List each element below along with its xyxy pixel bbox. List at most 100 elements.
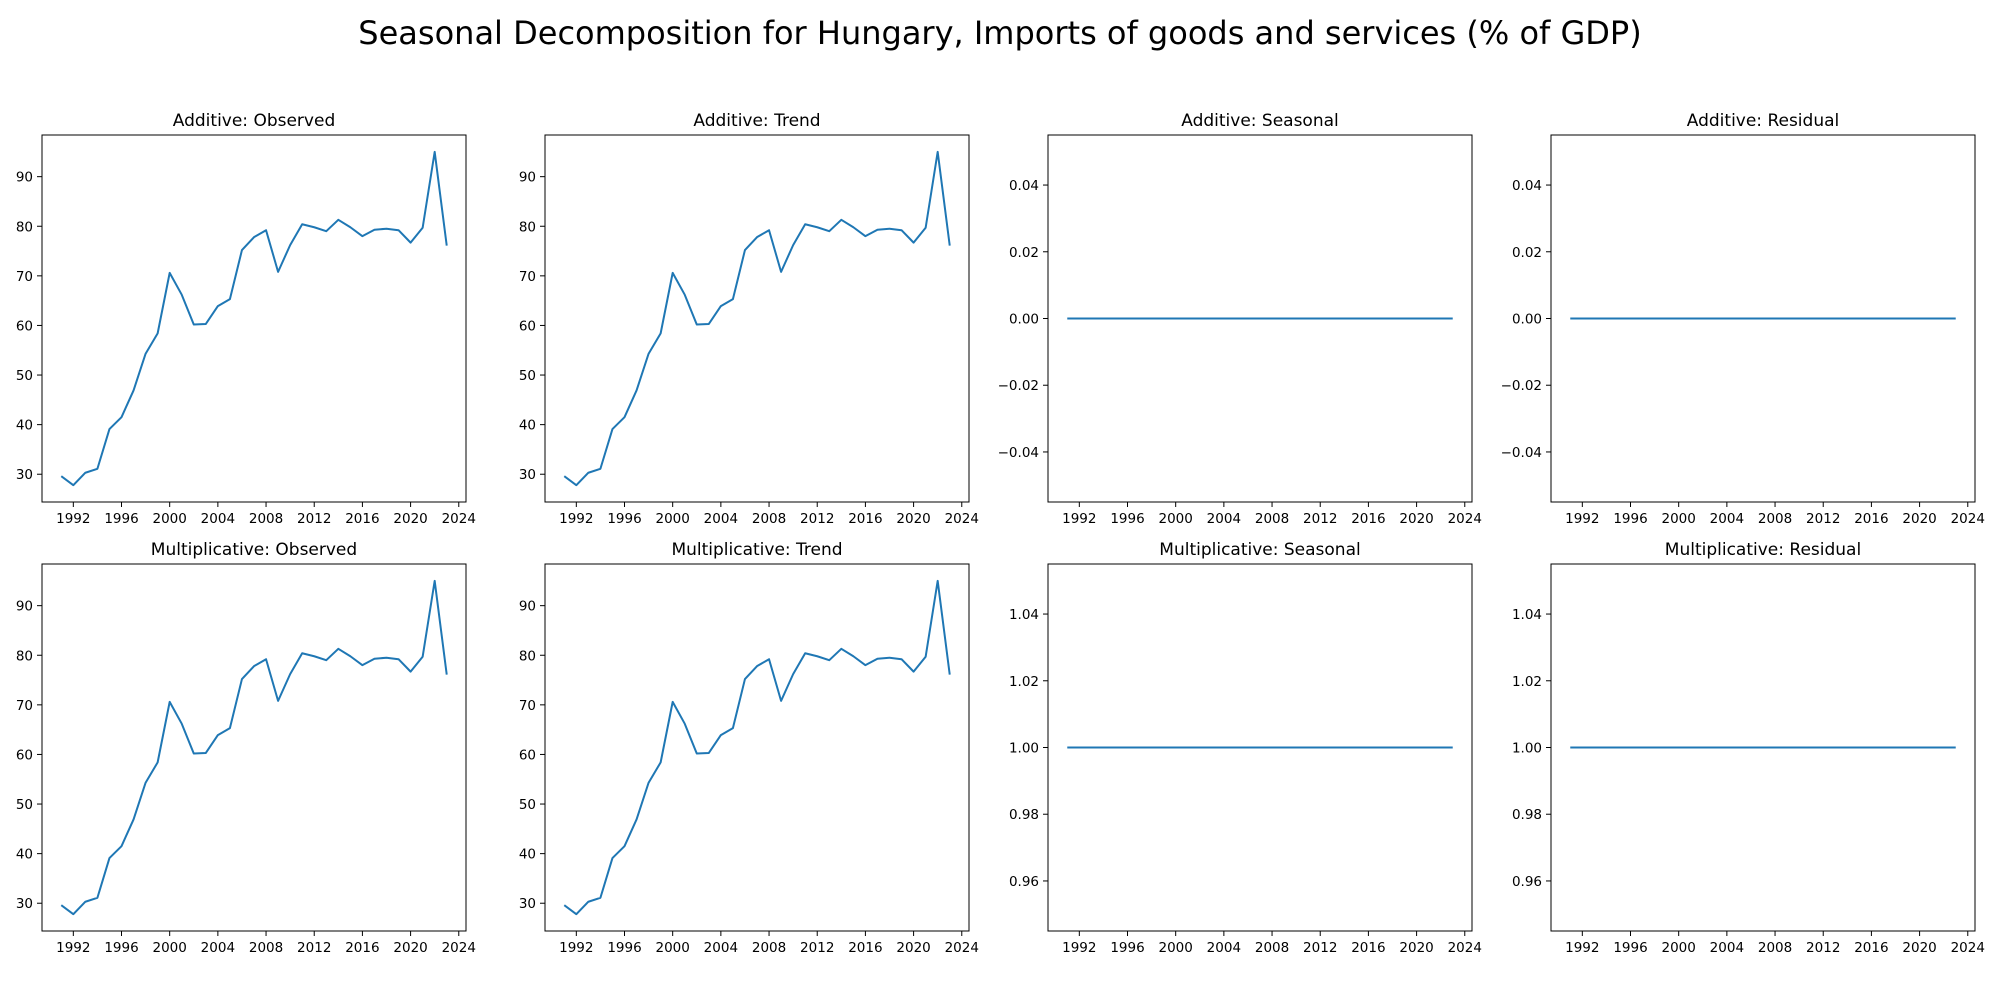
x-tick-label: 2020: [896, 511, 930, 527]
y-tick-label: 0.96: [1512, 874, 1542, 890]
subplot-title: Multiplicative: Trend: [671, 540, 842, 560]
y-tick-label: 0.98: [1512, 807, 1542, 823]
y-tick-label: 40: [519, 847, 536, 863]
y-tick-label: 30: [16, 467, 33, 483]
y-tick-label: 40: [16, 847, 33, 863]
x-tick-label: 2000: [1662, 940, 1696, 956]
y-tick-label: 1.02: [1009, 674, 1039, 690]
y-tick-label: 1.04: [1009, 607, 1039, 623]
axes-frame: [544, 134, 970, 503]
y-tick-label: 50: [16, 797, 33, 813]
y-tick-label: 30: [16, 896, 33, 912]
x-tick-label: 2020: [1399, 511, 1433, 527]
x-tick-label: 2008: [249, 511, 283, 527]
axes-frame: [41, 563, 467, 932]
y-tick-label: 90: [16, 170, 33, 186]
y-tick-label: 70: [519, 269, 536, 285]
y-tick-label: 40: [16, 418, 33, 434]
x-tick-label: 1996: [104, 940, 138, 956]
x-tick-label: 2008: [1255, 940, 1289, 956]
x-tick-label: 2012: [800, 511, 834, 527]
y-tick-label: 0.00: [1512, 312, 1542, 328]
y-tick-label: 1.04: [1512, 607, 1542, 623]
x-tick-label: 2004: [201, 940, 235, 956]
x-tick-label: 2016: [1854, 511, 1888, 527]
y-tick-label: 0.98: [1009, 807, 1039, 823]
x-tick-label: 1996: [1110, 940, 1144, 956]
x-tick-label: 2020: [1902, 940, 1936, 956]
x-tick-label: 2004: [1207, 511, 1241, 527]
x-tick-label: 2012: [1303, 940, 1337, 956]
x-tick-label: 2024: [1448, 511, 1482, 527]
axes-frame: [1550, 563, 1976, 932]
x-tick-label: 1996: [104, 511, 138, 527]
subplot-7: Multiplicative: Seasonal 1992 1996 2000 2004…: [1009, 540, 1482, 956]
y-tick-label: 70: [16, 269, 33, 285]
x-tick-label: 2012: [800, 940, 834, 956]
subplot-2: Additive: Trend 1992 1996 2000 2004 2008 2012 2…: [519, 111, 979, 527]
x-tick-label: 2016: [1854, 940, 1888, 956]
x-tick-label: 1992: [1565, 511, 1599, 527]
x-tick-label: 1992: [559, 940, 593, 956]
subplot-title: Additive: Seasonal: [1181, 111, 1339, 131]
series-line: [60, 150, 448, 487]
axes-frame: [1047, 134, 1473, 503]
axes-frame: [41, 134, 467, 503]
x-tick-label: 1992: [559, 511, 593, 527]
x-tick-label: 2020: [1399, 940, 1433, 956]
x-tick-label: 2012: [1303, 511, 1337, 527]
x-tick-label: 2008: [249, 940, 283, 956]
y-tick-label: 40: [519, 418, 536, 434]
x-tick-label: 2000: [1159, 940, 1193, 956]
y-tick-label: 70: [519, 698, 536, 714]
y-tick-label: 90: [519, 599, 536, 615]
series-line: [563, 150, 951, 487]
x-tick-label: 2024: [1448, 940, 1482, 956]
x-tick-label: 2000: [656, 940, 690, 956]
subplot-4: Additive: Residual 1992 1996 2000 2004 2008 20…: [1501, 111, 1985, 527]
y-tick-label: 1.00: [1512, 741, 1542, 757]
x-tick-label: 2020: [896, 940, 930, 956]
y-tick-label: −0.02: [998, 378, 1039, 394]
x-tick-label: 2016: [345, 940, 379, 956]
x-tick-label: 2000: [1662, 511, 1696, 527]
x-tick-label: 2004: [1710, 940, 1744, 956]
x-tick-label: 1992: [1062, 511, 1096, 527]
x-tick-label: 2024: [945, 940, 979, 956]
x-tick-label: 2012: [1806, 940, 1840, 956]
subplot-title: Additive: Trend: [693, 111, 820, 131]
y-tick-label: −0.04: [1501, 445, 1542, 461]
axes-frame: [1550, 134, 1976, 503]
subplot-title: Multiplicative: Observed: [151, 540, 357, 560]
x-tick-label: 2024: [442, 940, 476, 956]
x-tick-label: 2024: [442, 511, 476, 527]
x-tick-label: 2004: [704, 940, 738, 956]
x-tick-label: 2008: [752, 511, 786, 527]
x-tick-label: 2012: [297, 511, 331, 527]
x-tick-label: 2016: [345, 511, 379, 527]
x-tick-label: 1992: [56, 940, 90, 956]
x-tick-label: 2020: [393, 511, 427, 527]
x-tick-label: 2004: [1207, 940, 1241, 956]
x-tick-label: 2024: [1951, 511, 1985, 527]
y-tick-label: 80: [519, 219, 536, 235]
y-tick-label: 1.00: [1009, 741, 1039, 757]
axes-frame: [544, 563, 970, 932]
y-tick-label: 0.00: [1009, 312, 1039, 328]
series-line: [563, 579, 951, 916]
x-tick-label: 2020: [1902, 511, 1936, 527]
x-tick-label: 2008: [752, 940, 786, 956]
x-tick-label: 2004: [201, 511, 235, 527]
x-tick-label: 1996: [607, 511, 641, 527]
y-tick-label: 30: [519, 467, 536, 483]
subplot-3: Additive: Seasonal 1992 1996 2000 2004 2008 20…: [998, 111, 1482, 527]
y-tick-label: 0.02: [1512, 245, 1542, 261]
y-tick-label: 0.04: [1009, 178, 1039, 194]
x-tick-label: 2008: [1758, 511, 1792, 527]
y-tick-label: −0.02: [1501, 378, 1542, 394]
x-tick-label: 2016: [848, 511, 882, 527]
y-tick-label: 0.96: [1009, 874, 1039, 890]
y-tick-label: 80: [16, 648, 33, 664]
x-tick-label: 1992: [1565, 940, 1599, 956]
